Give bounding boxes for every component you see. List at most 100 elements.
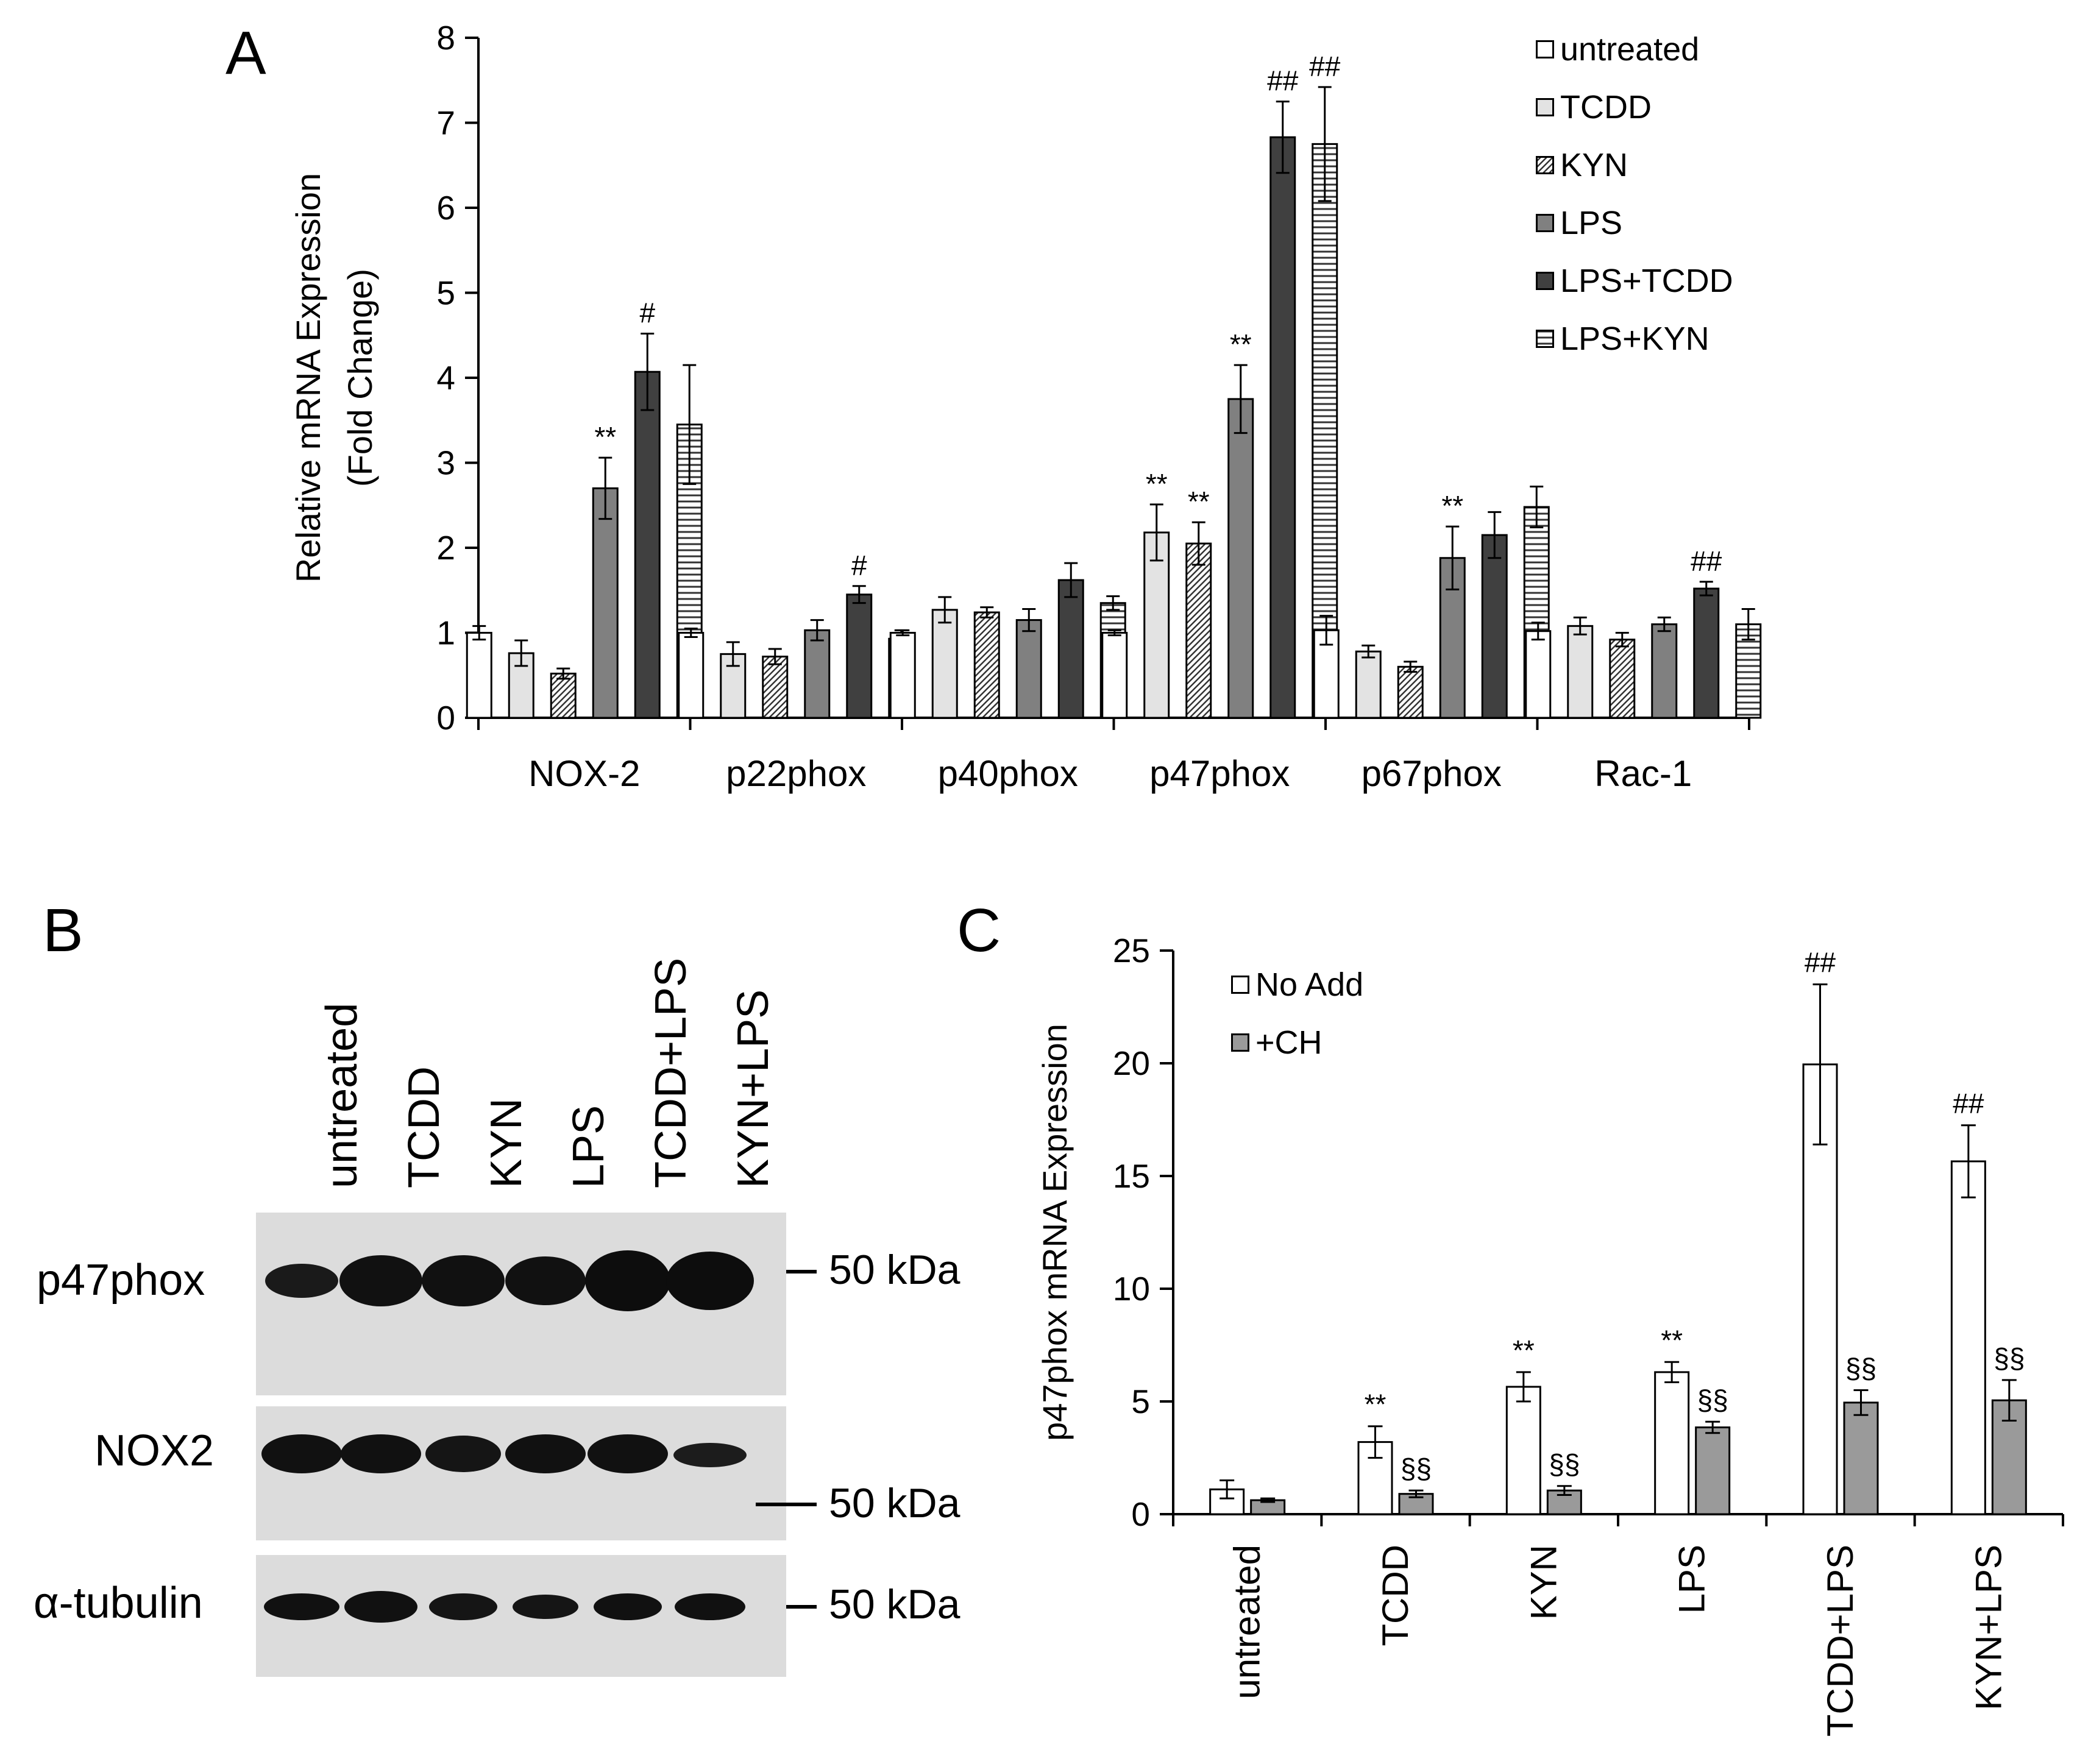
- y-axis-title: Relative mRNA Expression: [289, 173, 327, 583]
- legend-swatch-untreated: [1536, 40, 1554, 58]
- panel-label-a: A: [225, 19, 266, 87]
- significance-marker: **: [1188, 486, 1210, 517]
- bar: [1525, 630, 1552, 719]
- significance-marker: **: [594, 421, 616, 453]
- bar: [1101, 632, 1128, 719]
- significance-marker: **: [1513, 1334, 1535, 1366]
- band: [261, 1434, 342, 1473]
- blot-strip-tubulin: [256, 1555, 786, 1677]
- y-tick-label: 15: [1113, 1157, 1150, 1195]
- significance-marker: ##: [1691, 545, 1722, 577]
- y-tick-label: 4: [436, 359, 455, 397]
- bar: [1015, 619, 1042, 719]
- y-axis-title: p47phox mRNA Expression: [1035, 1024, 1074, 1441]
- bar: [1481, 534, 1508, 719]
- bar: [1654, 1371, 1690, 1515]
- y-tick-label: 6: [436, 189, 455, 227]
- bar: [1397, 665, 1424, 719]
- significance-marker: #: [851, 550, 867, 581]
- band: [673, 1443, 747, 1467]
- x-category-label: p47phox: [1149, 753, 1290, 794]
- chart-a: 0 1 2 3 4 5 6 7 8 NOX-2 p22phox p40phox p47phox p67ph…: [289, 19, 1762, 794]
- y-tick-label: 20: [1113, 1044, 1150, 1082]
- significance-marker: ##: [1309, 51, 1341, 82]
- y-tick-label: 7: [436, 104, 455, 142]
- bar: [1185, 542, 1212, 719]
- band: [264, 1593, 339, 1620]
- x-category-label: Rac-1: [1594, 753, 1692, 794]
- legend-label-tcdd: TCDD: [1560, 89, 1652, 126]
- significance-marker: §§: [1401, 1453, 1432, 1484]
- band: [429, 1593, 497, 1620]
- band: [588, 1434, 668, 1473]
- bar: [889, 632, 916, 719]
- significance-marker: **: [1365, 1389, 1386, 1420]
- legend-label-untreated: untreated: [1560, 31, 1700, 68]
- y-tick-label: 3: [436, 444, 455, 482]
- x-category-label: TCDD+LPS: [1820, 1545, 1861, 1737]
- bar: [550, 672, 577, 719]
- bar: [973, 611, 1000, 719]
- western-blot: untreated TCDD KYN LPS TCDD+LPS KYN+LPS …: [0, 902, 987, 1694]
- band: [344, 1591, 417, 1623]
- band: [505, 1256, 586, 1305]
- significance-marker: ##: [1953, 1088, 1984, 1119]
- y-tick-label: 25: [1113, 932, 1150, 969]
- legend-swatch-ch: [1231, 1033, 1249, 1052]
- bar: [466, 632, 492, 719]
- legend-swatch-lps: [1536, 214, 1554, 232]
- legend-label-no-add: No Add: [1255, 966, 1364, 1003]
- legend-swatch-no-add: [1231, 976, 1249, 994]
- significance-marker: §§: [1994, 1342, 2025, 1374]
- y-tick-label: 1: [436, 614, 455, 652]
- legend-item-ch: +CH: [1231, 1024, 1463, 1061]
- band: [505, 1434, 586, 1473]
- bar: [1609, 639, 1636, 719]
- legend-item-kyn: KYN: [1536, 146, 1804, 183]
- band: [265, 1264, 338, 1298]
- x-category-label: p40phox: [938, 753, 1078, 794]
- x-category-label: KYN: [1523, 1545, 1564, 1620]
- y-tick-label: 2: [436, 529, 455, 567]
- blot-strip-nox2: [256, 1406, 786, 1540]
- legend-swatch-tcdd: [1536, 98, 1554, 116]
- bar: [1693, 587, 1720, 719]
- band: [339, 1255, 422, 1306]
- bar: [1843, 1401, 1879, 1515]
- significance-marker: #: [639, 297, 655, 328]
- band: [666, 1252, 754, 1310]
- y-axis-title: (Fold Change): [341, 269, 379, 487]
- y-tick-label: 0: [1131, 1495, 1150, 1533]
- bar: [762, 656, 789, 719]
- legend-item-lps-tcdd: LPS+TCDD: [1536, 262, 1804, 299]
- band: [675, 1593, 745, 1620]
- legend-label-ch: +CH: [1255, 1024, 1323, 1061]
- band: [425, 1436, 501, 1472]
- significance-marker: §§: [1697, 1384, 1728, 1415]
- band: [594, 1593, 662, 1620]
- band: [422, 1255, 505, 1306]
- significance-marker: §§: [1845, 1353, 1876, 1384]
- legend-item-no-add: No Add: [1231, 966, 1463, 1003]
- x-category-label: TCDD: [1375, 1545, 1416, 1646]
- y-tick-label: 5: [1131, 1383, 1150, 1420]
- x-category-label: NOX-2: [528, 753, 640, 794]
- marker-tick: [786, 1605, 817, 1609]
- legend-item-lps-kyn: LPS+KYN: [1536, 320, 1804, 357]
- legend-swatch-lps-tcdd: [1536, 272, 1554, 290]
- legend-item-tcdd: TCDD: [1536, 88, 1804, 126]
- significance-marker: §§: [1549, 1448, 1580, 1480]
- marker-label: 50 kDa: [829, 1480, 960, 1526]
- legend-label-lps: LPS: [1560, 205, 1623, 241]
- legend-item-lps: LPS: [1536, 204, 1804, 241]
- x-category-label: KYN+LPS: [1968, 1545, 2009, 1710]
- band: [341, 1434, 421, 1473]
- band: [585, 1250, 670, 1311]
- legend-item-untreated: untreated: [1536, 30, 1804, 68]
- bar: [634, 370, 661, 719]
- y-tick-label: 8: [436, 19, 455, 57]
- legend-swatch-lps-kyn: [1536, 330, 1554, 348]
- marker-tick: [756, 1503, 817, 1506]
- legend-swatch-kyn: [1536, 156, 1554, 174]
- blot-strip-p47phox: [256, 1213, 786, 1395]
